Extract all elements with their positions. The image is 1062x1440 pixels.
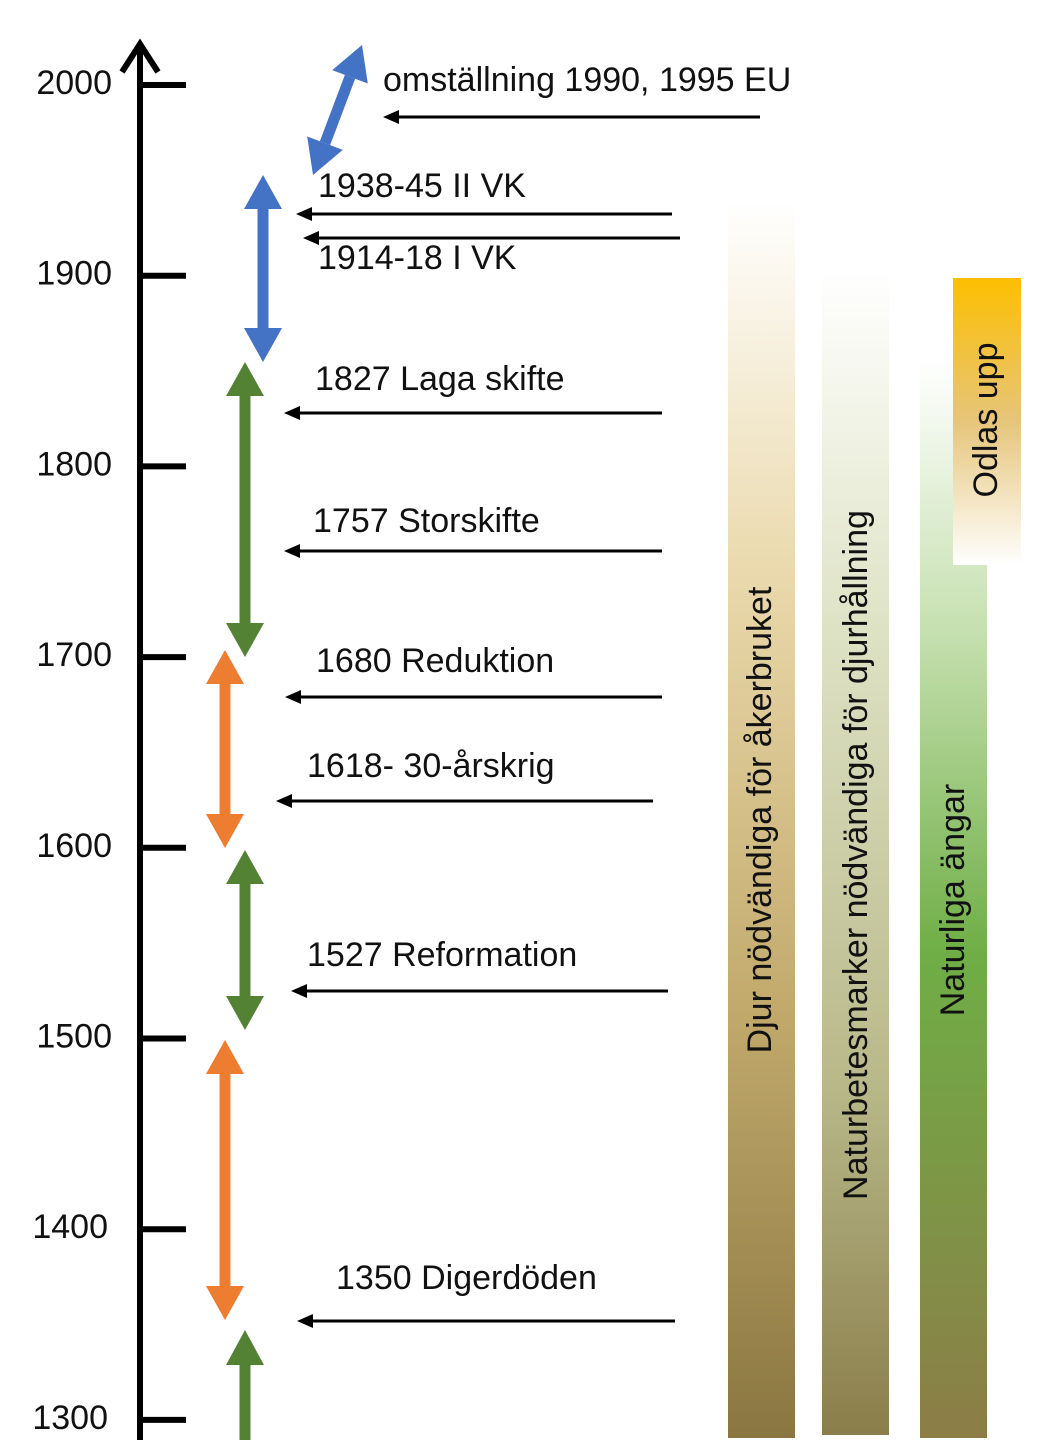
axis-tick-label: 1300 bbox=[32, 1399, 108, 1437]
axis-arrowhead bbox=[119, 38, 161, 74]
event-label: 1680 Reduktion bbox=[316, 642, 554, 680]
event-label: 1827 Laga skifte bbox=[315, 360, 565, 398]
axis-tick-label: 2000 bbox=[36, 64, 112, 102]
event-arrowhead bbox=[284, 544, 300, 558]
event-label: omställning 1990, 1995 EU bbox=[383, 61, 791, 99]
axis-tick-label: 1700 bbox=[36, 636, 112, 674]
event-arrowhead bbox=[284, 406, 300, 420]
bar bbox=[822, 270, 889, 1435]
event-arrowhead bbox=[303, 231, 319, 245]
period-arrowhead bbox=[307, 136, 343, 175]
axis-tick-label: 1800 bbox=[36, 445, 112, 483]
period-arrow bbox=[319, 74, 356, 146]
period-arrowhead bbox=[226, 362, 264, 396]
bar-label: Djur nödvändiga för åkerbruket bbox=[741, 586, 779, 1053]
event-label: 1618- 30-årskrig bbox=[307, 747, 555, 785]
period-arrowhead bbox=[206, 1040, 244, 1074]
period-arrowhead bbox=[226, 1330, 264, 1365]
period-arrowhead bbox=[244, 175, 282, 209]
event-arrowhead bbox=[291, 984, 307, 998]
event-label: 1938-45 II VK bbox=[318, 167, 526, 205]
event-arrowhead bbox=[285, 690, 301, 704]
bar-label: Odlas upp bbox=[967, 343, 1005, 498]
event-arrowhead bbox=[296, 207, 312, 221]
event-arrowhead bbox=[276, 794, 292, 808]
axis-tick-label: 1400 bbox=[32, 1208, 108, 1246]
period-arrowhead bbox=[226, 996, 264, 1030]
event-label: 1757 Storskifte bbox=[313, 502, 540, 540]
period-arrowhead bbox=[206, 650, 244, 684]
event-label: 1914-18 I VK bbox=[318, 239, 517, 277]
period-arrowhead bbox=[226, 850, 264, 884]
period-arrowhead bbox=[226, 623, 264, 657]
axis-tick-label: 1600 bbox=[36, 827, 112, 865]
period-arrowhead bbox=[244, 328, 282, 362]
axis-tick-label: 1500 bbox=[36, 1017, 112, 1055]
event-arrowhead bbox=[383, 110, 399, 124]
layer: Djur nödvändiga för åkerbruket Naturbetes… bbox=[32, 38, 1021, 1440]
bar-label: Naturliga ängar bbox=[934, 784, 972, 1016]
bar bbox=[728, 200, 795, 1438]
event-arrowhead bbox=[297, 1314, 313, 1328]
event-label: 1527 Reformation bbox=[307, 936, 577, 974]
bar bbox=[953, 278, 1021, 565]
event-label: 1350 Digerdöden bbox=[336, 1259, 597, 1297]
period-arrowhead bbox=[332, 45, 368, 84]
bar-label: Naturbetesmarker nödvändiga för djurhåll… bbox=[837, 510, 875, 1200]
period-arrowhead bbox=[206, 1286, 244, 1320]
axis-tick-label: 1900 bbox=[36, 255, 112, 293]
period-arrowhead bbox=[206, 814, 244, 848]
